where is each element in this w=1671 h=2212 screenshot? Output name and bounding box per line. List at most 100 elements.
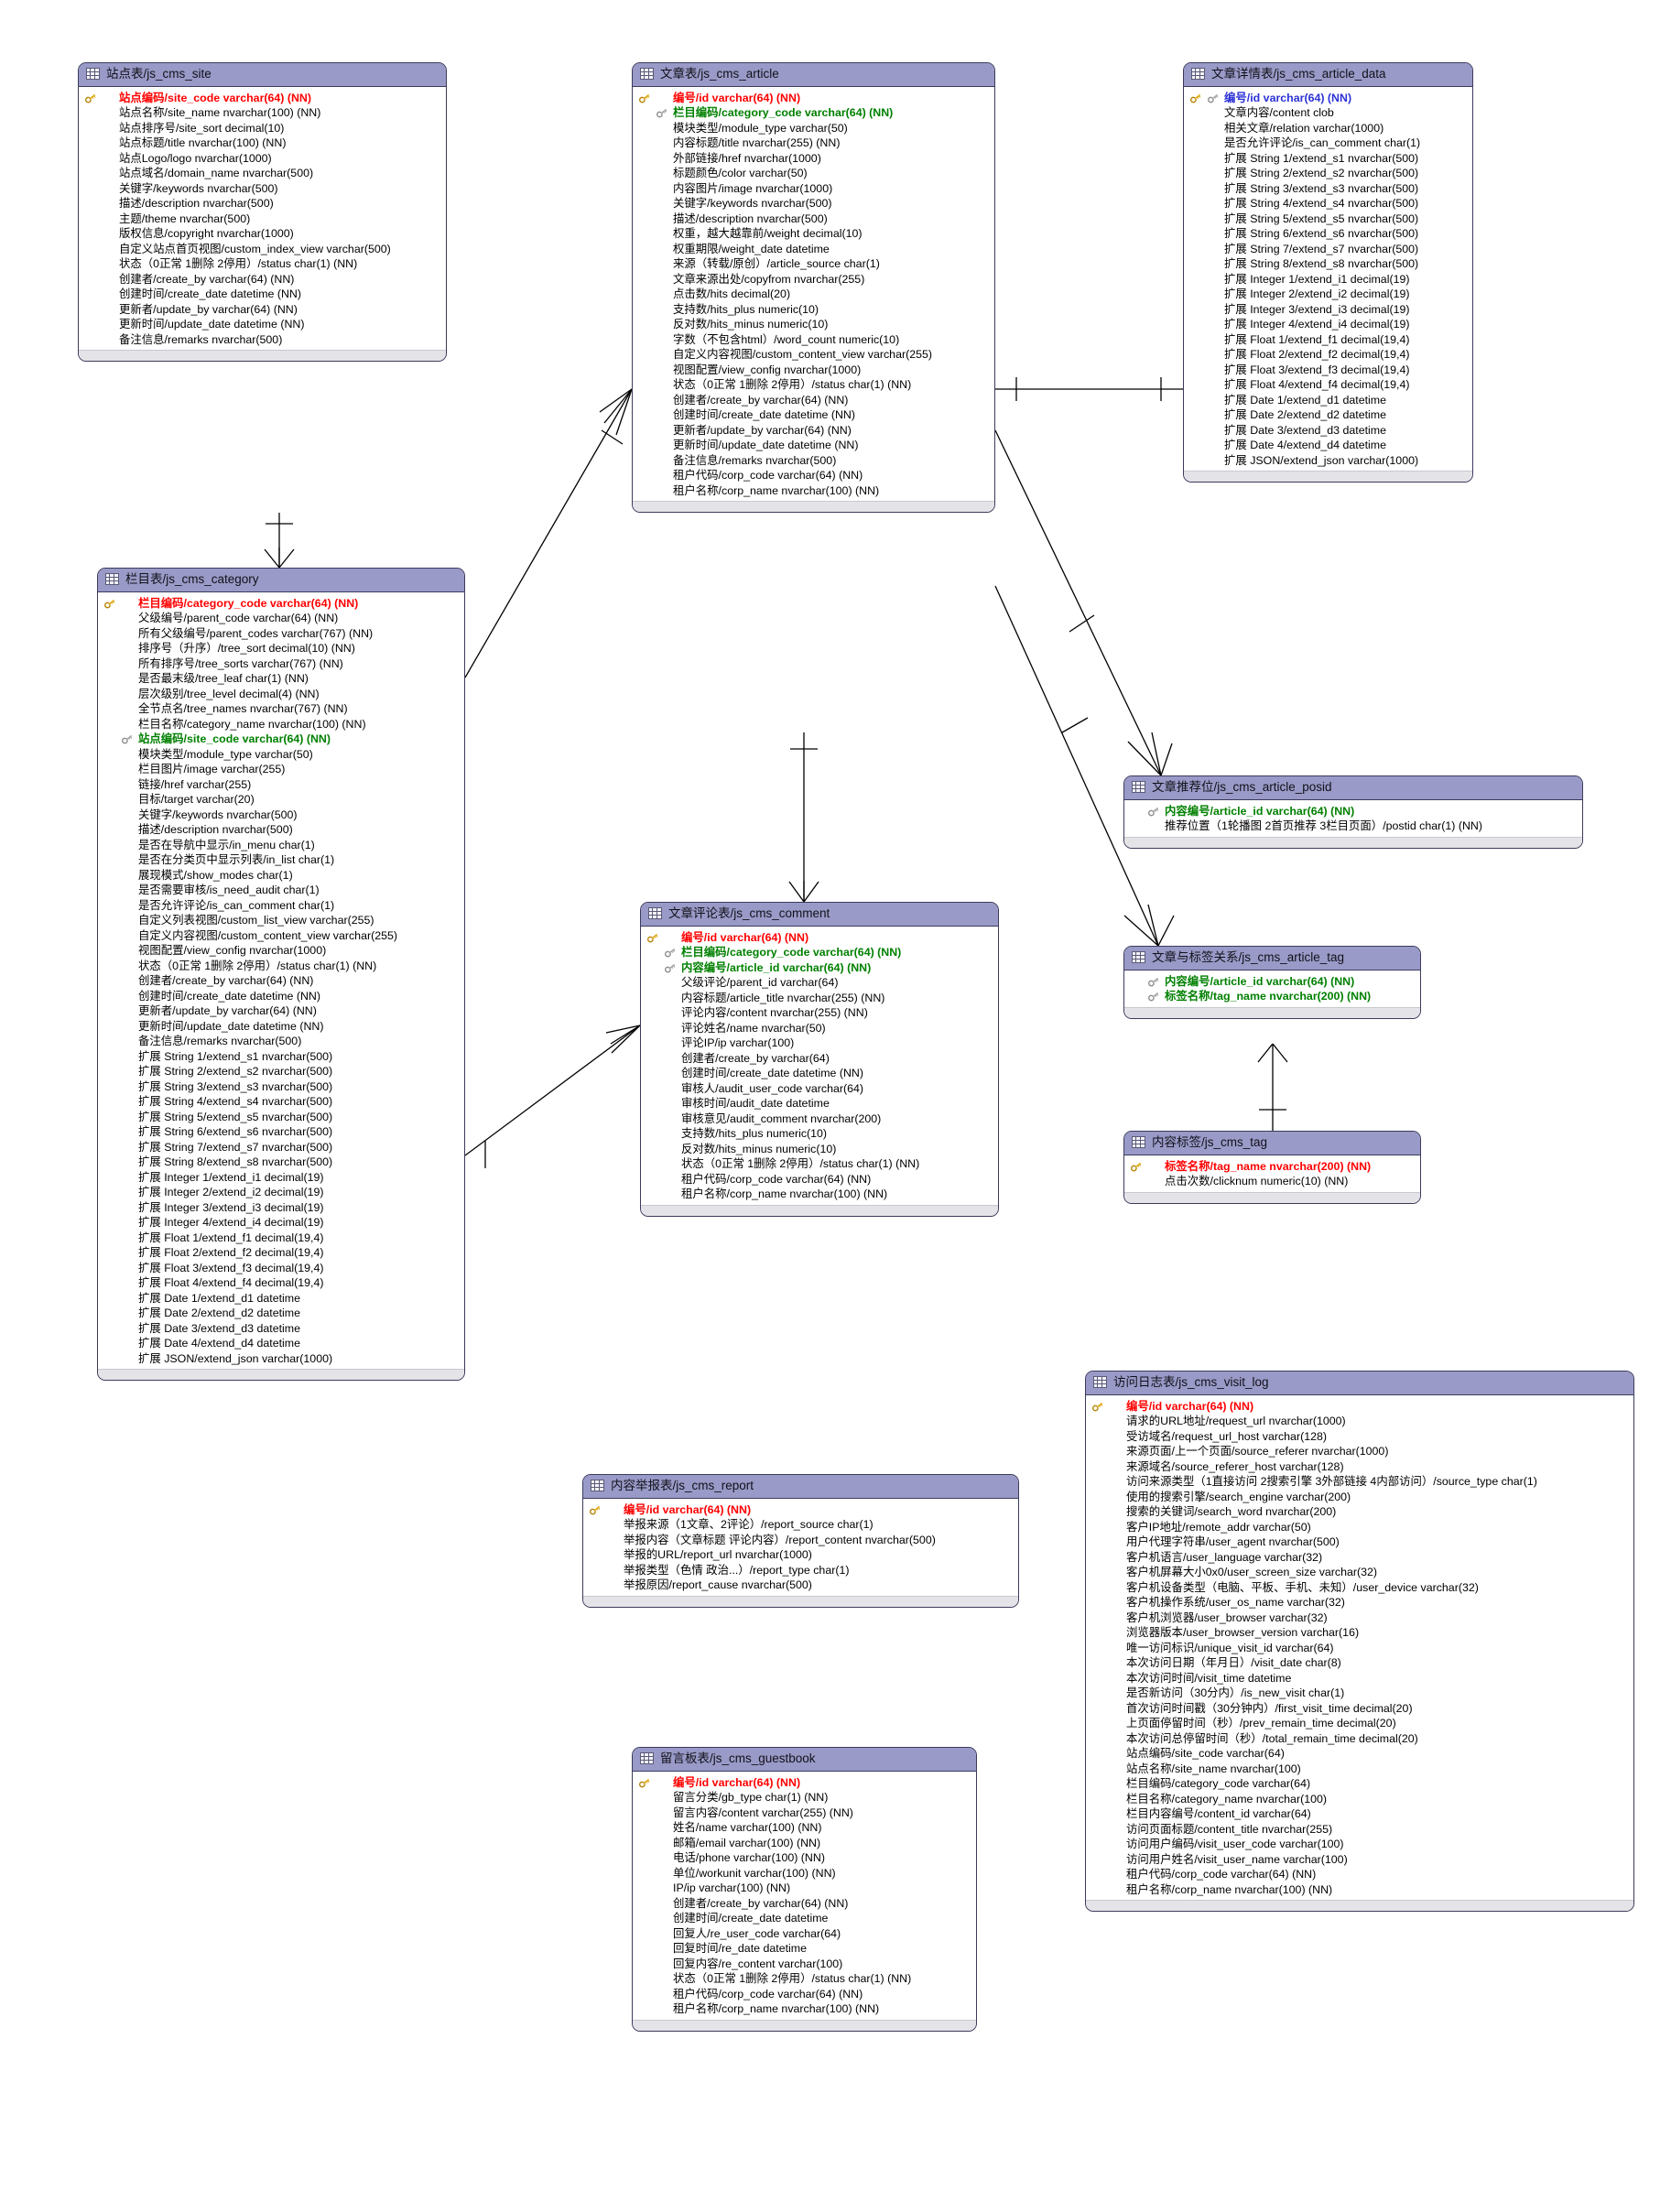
field-row[interactable]: 状态（0正常 1删除 2停用）/status char(1) (NN): [638, 1971, 971, 1987]
field-row[interactable]: 电话/phone varchar(100) (NN): [638, 1850, 971, 1866]
field-row[interactable]: IP/ip varchar(100) (NN): [638, 1881, 971, 1896]
field-row[interactable]: 扩展 Float 2/extend_f2 decimal(19,4): [103, 1245, 459, 1261]
field-row[interactable]: 是否需要审核/is_need_audit char(1): [103, 883, 459, 898]
field-row[interactable]: 扩展 String 5/extend_s5 nvarchar(500): [1189, 211, 1467, 227]
field-row[interactable]: 访问用户姓名/visit_user_name varchar(100): [1091, 1852, 1628, 1868]
field-row[interactable]: 备注信息/remarks nvarchar(500): [103, 1034, 459, 1049]
field-row[interactable]: 站点Logo/logo nvarchar(1000): [84, 151, 440, 167]
field-row[interactable]: 受访域名/request_url_host varchar(128): [1091, 1429, 1628, 1445]
field-row[interactable]: 站点名称/site_name nvarchar(100): [1091, 1762, 1628, 1777]
field-row[interactable]: 访问页面标题/content_title nvarchar(255): [1091, 1822, 1628, 1838]
field-row[interactable]: 全节点名/tree_names nvarchar(767) (NN): [103, 701, 459, 717]
field-row[interactable]: 更新者/update_by varchar(64) (NN): [638, 423, 989, 439]
entity-header-comment[interactable]: 文章评论表/js_cms_comment: [641, 903, 998, 927]
field-row[interactable]: 来源页面/上一个页面/source_referer nvarchar(1000): [1091, 1444, 1628, 1459]
field-row[interactable]: 创建者/create_by varchar(64) (NN): [103, 973, 459, 989]
field-row[interactable]: 创建者/create_by varchar(64) (NN): [638, 1896, 971, 1912]
field-row[interactable]: 举报原因/report_cause nvarchar(500): [589, 1578, 1013, 1593]
field-row[interactable]: 租户代码/corp_code varchar(64) (NN): [1091, 1867, 1628, 1882]
field-row[interactable]: 站点域名/domain_name nvarchar(500): [84, 166, 440, 181]
field-row[interactable]: 描述/description nvarchar(500): [638, 211, 989, 227]
field-row[interactable]: 扩展 String 2/extend_s2 nvarchar(500): [103, 1064, 459, 1079]
field-row[interactable]: 编号/id varchar(64) (NN): [589, 1502, 1013, 1518]
field-row[interactable]: 内容标题/article_title nvarchar(255) (NN): [646, 991, 993, 1006]
field-row[interactable]: 扩展 Date 2/extend_d2 datetime: [1189, 407, 1467, 423]
field-row[interactable]: 回复内容/re_content varchar(100): [638, 1957, 971, 1972]
field-row[interactable]: 扩展 String 6/extend_s6 nvarchar(500): [103, 1124, 459, 1140]
field-row[interactable]: 视图配置/view_config nvarchar(1000): [103, 943, 459, 959]
field-row[interactable]: 内容图片/image nvarchar(1000): [638, 181, 989, 197]
field-row[interactable]: 编号/id varchar(64) (NN): [646, 930, 993, 946]
field-row[interactable]: 扩展 Float 3/extend_f3 decimal(19,4): [103, 1261, 459, 1276]
field-row[interactable]: 站点标题/title nvarchar(100) (NN): [84, 136, 440, 151]
field-row[interactable]: 扩展 Date 4/extend_d4 datetime: [1189, 438, 1467, 453]
field-row[interactable]: 更新者/update_by varchar(64) (NN): [103, 1003, 459, 1019]
field-row[interactable]: 关键字/keywords nvarchar(500): [638, 196, 989, 211]
field-row[interactable]: 邮箱/email varchar(100) (NN): [638, 1836, 971, 1851]
field-row[interactable]: 站点名称/site_name nvarchar(100) (NN): [84, 105, 440, 121]
field-row[interactable]: 关键字/keywords nvarchar(500): [84, 181, 440, 197]
field-row[interactable]: 扩展 Integer 2/extend_i2 decimal(19): [103, 1185, 459, 1200]
field-row[interactable]: 栏目名称/category_name nvarchar(100) (NN): [103, 717, 459, 732]
field-row[interactable]: 模块类型/module_type varchar(50): [638, 121, 989, 136]
field-row[interactable]: 展现模式/show_modes char(1): [103, 868, 459, 884]
field-row[interactable]: 本次访问总停留时间（秒）/total_remain_time decimal(2…: [1091, 1731, 1628, 1747]
field-row[interactable]: 访问用户编码/visit_user_code varchar(100): [1091, 1837, 1628, 1852]
field-row[interactable]: 父级编号/parent_code varchar(64) (NN): [103, 611, 459, 626]
field-row[interactable]: 栏目名称/category_name nvarchar(100): [1091, 1792, 1628, 1807]
field-row[interactable]: 标签名称/tag_name nvarchar(200) (NN): [1130, 1159, 1415, 1175]
field-row[interactable]: 内容编号/article_id varchar(64) (NN): [646, 960, 993, 976]
field-row[interactable]: 点击次数/clicknum numeric(10) (NN): [1130, 1174, 1415, 1189]
field-row[interactable]: 自定义内容视图/custom_content_view varchar(255): [638, 347, 989, 363]
field-row[interactable]: 描述/description nvarchar(500): [84, 196, 440, 211]
field-row[interactable]: 自定义内容视图/custom_content_view varchar(255): [103, 928, 459, 944]
field-row[interactable]: 扩展 String 4/extend_s4 nvarchar(500): [1189, 196, 1467, 211]
field-row[interactable]: 创建者/create_by varchar(64) (NN): [84, 272, 440, 287]
field-row[interactable]: 扩展 Float 4/extend_f4 decimal(19,4): [103, 1275, 459, 1291]
field-row[interactable]: 是否最末级/tree_leaf char(1) (NN): [103, 671, 459, 687]
field-row[interactable]: 备注信息/remarks nvarchar(500): [84, 332, 440, 348]
entity-article_posid[interactable]: 文章推荐位/js_cms_article_posid 内容编号/article_i…: [1123, 775, 1583, 849]
field-row[interactable]: 来源（转载/原创）/article_source char(1): [638, 256, 989, 272]
field-row[interactable]: 扩展 Integer 1/extend_i1 decimal(19): [1189, 272, 1467, 287]
field-row[interactable]: 更新时间/update_date datetime (NN): [638, 438, 989, 453]
field-row[interactable]: 审核人/audit_user_code varchar(64): [646, 1081, 993, 1097]
field-row[interactable]: 评论姓名/name nvarchar(50): [646, 1021, 993, 1036]
field-row[interactable]: 推荐位置（1轮播图 2首页推荐 3栏目页面）/postid char(1) (N…: [1130, 819, 1577, 834]
field-row[interactable]: 内容标题/title nvarchar(255) (NN): [638, 136, 989, 151]
field-row[interactable]: 留言分类/gb_type char(1) (NN): [638, 1790, 971, 1805]
field-row[interactable]: 自定义站点首页视图/custom_index_view varchar(500): [84, 242, 440, 257]
field-row[interactable]: 扩展 String 6/extend_s6 nvarchar(500): [1189, 226, 1467, 242]
field-row[interactable]: 客户机屏幕大小0x0/user_screen_size varchar(32): [1091, 1565, 1628, 1580]
entity-site[interactable]: 站点表/js_cms_site 站点编码/site_code varchar(64…: [78, 62, 447, 363]
field-row[interactable]: 举报内容（文章标题 评论内容）/report_content nvarchar(…: [589, 1533, 1013, 1548]
field-row[interactable]: 是否允许评论/is_can_comment char(1): [103, 898, 459, 914]
field-row[interactable]: 扩展 String 7/extend_s7 nvarchar(500): [103, 1140, 459, 1155]
field-row[interactable]: 外部链接/href nvarchar(1000): [638, 151, 989, 167]
field-row[interactable]: 扩展 Float 4/extend_f4 decimal(19,4): [1189, 377, 1467, 393]
entity-guestbook[interactable]: 留言板表/js_cms_guestbook 编号/id varchar(64) (…: [632, 1747, 977, 2032]
field-row[interactable]: 扩展 Integer 3/extend_i3 decimal(19): [103, 1200, 459, 1216]
field-row[interactable]: 扩展 Integer 4/extend_i4 decimal(19): [1189, 317, 1467, 332]
field-row[interactable]: 站点排序号/site_sort decimal(10): [84, 121, 440, 136]
field-row[interactable]: 回复人/re_user_code varchar(64): [638, 1926, 971, 1942]
field-row[interactable]: 扩展 Float 2/extend_f2 decimal(19,4): [1189, 347, 1467, 363]
field-row[interactable]: 扩展 String 8/extend_s8 nvarchar(500): [103, 1155, 459, 1170]
field-row[interactable]: 更新时间/update_date datetime (NN): [84, 317, 440, 332]
field-row[interactable]: 视图配置/view_config nvarchar(1000): [638, 363, 989, 378]
field-row[interactable]: 举报来源（1文章、2评论）/report_source char(1): [589, 1517, 1013, 1533]
field-row[interactable]: 站点编码/site_code varchar(64) (NN): [103, 732, 459, 747]
field-row[interactable]: 创建时间/create_date datetime (NN): [84, 287, 440, 302]
field-row[interactable]: 支持数/hits_plus numeric(10): [646, 1126, 993, 1142]
field-row[interactable]: 点击数/hits decimal(20): [638, 287, 989, 302]
field-row[interactable]: 扩展 Integer 1/extend_i1 decimal(19): [103, 1170, 459, 1186]
entity-category[interactable]: 栏目表/js_cms_category 栏目编码/category_code va…: [97, 568, 465, 1382]
field-row[interactable]: 租户代码/corp_code varchar(64) (NN): [638, 1987, 971, 2002]
field-row[interactable]: 搜索的关键词/search_word nvarchar(200): [1091, 1504, 1628, 1520]
entity-article_tag[interactable]: 文章与标签关系/js_cms_article_tag 内容编号/article_i…: [1123, 946, 1421, 1019]
field-row[interactable]: 用户代理字符串/user_agent nvarchar(500): [1091, 1534, 1628, 1550]
field-row[interactable]: 所有父级编号/parent_codes varchar(767) (NN): [103, 626, 459, 642]
field-row[interactable]: 扩展 Float 1/extend_f1 decimal(19,4): [103, 1231, 459, 1246]
field-row[interactable]: 链接/href varchar(255): [103, 777, 459, 793]
field-row[interactable]: 扩展 Date 3/extend_d3 datetime: [103, 1321, 459, 1337]
